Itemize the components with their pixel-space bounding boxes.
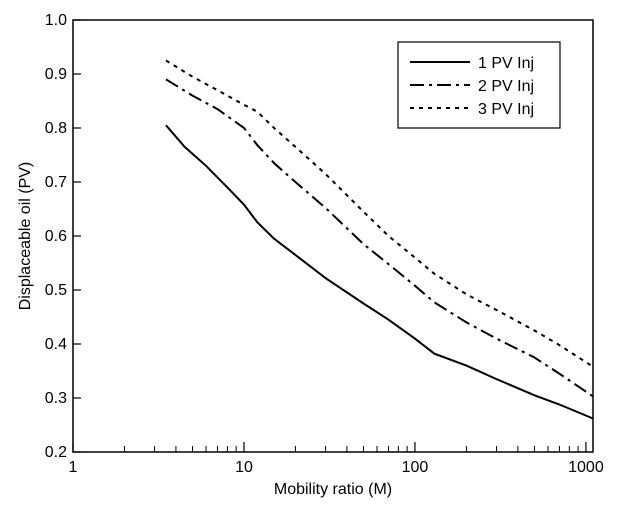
- x-tick-label: 10: [235, 459, 253, 476]
- y-tick-label: 0.8: [45, 120, 67, 137]
- y-tick-label: 1.0: [45, 12, 67, 29]
- axes: 0.2 0.3 0.4 0.5 0.6 0.7 0.8 0.9 1.0 1 10 100 1000: [45, 12, 604, 476]
- y-axis-title: Displaceable oil (PV): [17, 162, 34, 311]
- y-tick-label: 0.5: [45, 282, 67, 299]
- legend-label-1: 1 PV Inj: [478, 55, 534, 72]
- legend: 1 PV Inj 2 PV Inj 3 PV Inj: [397, 41, 561, 129]
- y-tick-label: 0.3: [45, 390, 67, 407]
- legend-box: [397, 41, 561, 129]
- y-tick-label: 0.7: [45, 174, 67, 191]
- y-tick-label: 0.4: [45, 336, 67, 353]
- x-tick-label: 1000: [568, 459, 604, 476]
- x-tick-label: 1: [69, 459, 78, 476]
- series-layer: [165, 59, 594, 420]
- y-tick-label: 0.2: [45, 444, 67, 461]
- series-line-1: [165, 124, 594, 420]
- legend-label-2: 2 PV Inj: [478, 78, 534, 95]
- x-tick-label: 100: [402, 459, 429, 476]
- y-tick-label: 0.6: [45, 228, 67, 245]
- x-axis-title: Mobility ratio (M): [274, 481, 392, 498]
- y-tick-label: 0.9: [45, 66, 67, 83]
- series-line-2: [165, 78, 594, 398]
- legend-label-3: 3 PV Inj: [478, 101, 534, 118]
